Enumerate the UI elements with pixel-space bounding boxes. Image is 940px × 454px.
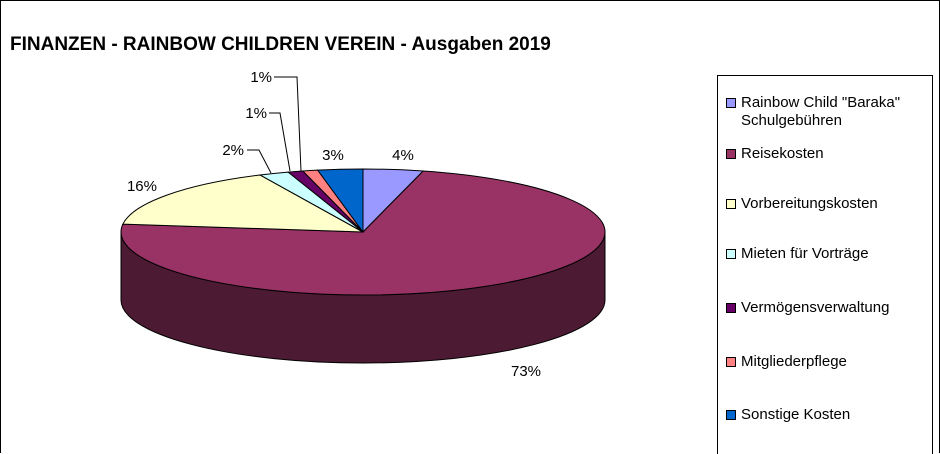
legend-item: Vermögensverwaltung [726,299,889,317]
pie-tops [120,168,606,296]
data-label: 2% [222,142,244,159]
leader-line [247,149,272,174]
data-label: 1% [250,69,272,86]
legend-swatch [726,410,736,420]
legend-label: Vermögensverwaltung [741,299,890,316]
legend-item: Rainbow Child "Baraka" Schulgebühren [726,94,900,130]
data-label: 16% [127,178,157,195]
legend-swatch [726,98,736,108]
legend-swatch [726,357,736,367]
data-label: 3% [322,147,344,164]
legend-item: Mieten für Vorträge [726,245,869,263]
pie-chart: 4% 73% 16% 2% 1% 1% 3% [120,69,606,380]
legend-swatch [726,199,736,209]
legend-item: Vorbereitungskosten [726,195,878,213]
legend-label: Rainbow Child "Baraka" Schulgebühren [741,94,901,129]
chart-title: FINANZEN - RAINBOW CHILDREN VEREIN - Aus… [10,34,551,55]
pie-slice [316,168,364,234]
legend-item: Mitgliederpflege [726,353,847,371]
legend-item: Sonstige Kosten [726,406,850,424]
legend-swatch [726,249,736,259]
legend: Rainbow Child "Baraka" Schulgebühren Reis… [717,75,933,454]
legend-label: Mieten für Vorträge [741,245,869,262]
legend-label: Reisekosten [741,145,824,162]
legend-label: Sonstige Kosten [741,406,851,423]
pie-slice [122,174,364,233]
data-labels: 4% 73% 16% 2% 1% 1% 3% [127,69,541,380]
data-label: 4% [392,147,414,164]
data-label: 73% [511,363,541,380]
data-label: 1% [245,105,267,122]
pie-slice [120,170,606,296]
legend-swatch [726,303,736,313]
legend-label: Vorbereitungskosten [741,195,878,212]
leader-line [269,112,291,172]
legend-item: Reisekosten [726,145,824,163]
legend-label: Mitgliederpflege [741,353,847,370]
legend-swatch [726,149,736,159]
leader-line [274,76,302,172]
